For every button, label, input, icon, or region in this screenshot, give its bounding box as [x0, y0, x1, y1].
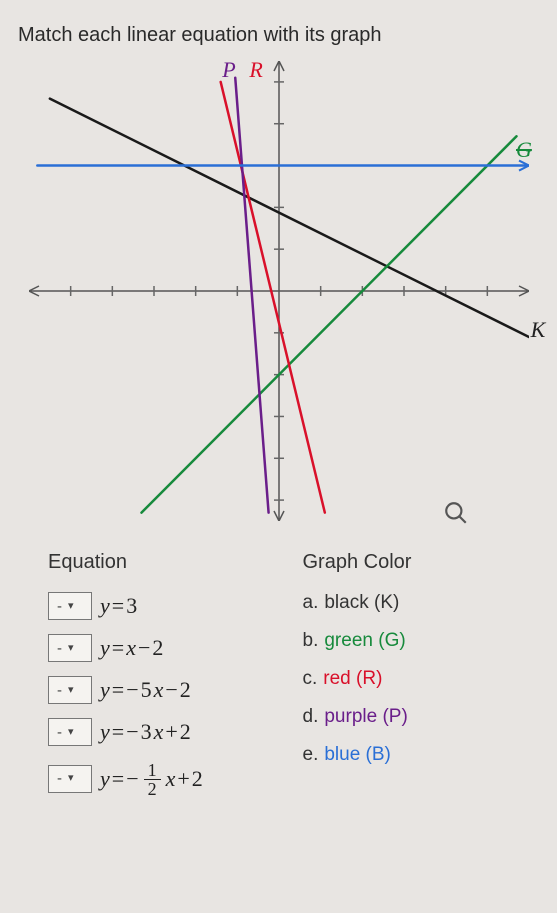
chevron-down-icon: ▾ — [68, 643, 74, 654]
select-value: - — [57, 770, 62, 787]
option-suffix: (K) — [369, 592, 400, 613]
chevron-down-icon: ▾ — [68, 773, 74, 784]
graph-svg — [29, 61, 529, 521]
line-K — [49, 99, 528, 337]
option-suffix: (R) — [351, 668, 383, 689]
chevron-down-icon: ▾ — [68, 727, 74, 738]
option-suffix: (B) — [360, 744, 391, 765]
option-row: b.green (G) — [303, 630, 510, 652]
line-label-G: G — [516, 137, 532, 163]
select-value: - — [57, 724, 62, 741]
answer-select[interactable]: -▾ — [48, 634, 92, 662]
graph-area: KGRP — [29, 61, 529, 521]
matching-columns: Equation -▾y = 3-▾y = x − 2-▾y = −5x − 2… — [18, 551, 539, 811]
equation-column: Equation -▾y = 3-▾y = x − 2-▾y = −5x − 2… — [48, 551, 255, 811]
option-text: red — [323, 668, 350, 689]
equation-text: y = 3 — [100, 593, 137, 619]
equation-row: -▾ y = −5x − 2 — [48, 676, 255, 704]
page-title: Match each linear equation with its grap… — [18, 24, 539, 47]
options-column: Graph Color a.black (K) b.green (G) c.red … — [303, 551, 510, 811]
equation-row: -▾ y = −3x + 2 — [48, 718, 255, 746]
chevron-down-icon: ▾ — [68, 685, 74, 696]
line-label-K: K — [531, 317, 546, 343]
magnifier-icon[interactable] — [443, 500, 469, 531]
option-suffix: (P) — [377, 706, 408, 727]
equation-row: -▾ y = −12x + 2 — [48, 760, 255, 797]
option-row: e.blue (B) — [303, 744, 510, 766]
option-letter: d. — [303, 706, 319, 727]
select-value: - — [57, 640, 62, 657]
answer-select[interactable]: -▾ — [48, 718, 92, 746]
equation-header: Equation — [48, 551, 255, 574]
option-text: blue — [324, 744, 360, 765]
line-P — [235, 78, 268, 513]
equation-text: y = −5x − 2 — [100, 677, 191, 703]
equation-text: y = x − 2 — [100, 635, 163, 661]
option-row: c.red (R) — [303, 668, 510, 690]
equation-row: -▾ y = 3 — [48, 592, 255, 620]
answer-select[interactable]: -▾ — [48, 765, 92, 793]
equation-text: y = −12x + 2 — [100, 760, 203, 797]
select-value: - — [57, 598, 62, 615]
line-label-R: R — [249, 57, 262, 83]
option-text: black — [324, 592, 368, 613]
answer-select[interactable]: -▾ — [48, 676, 92, 704]
answer-select[interactable]: -▾ — [48, 592, 92, 620]
line-R — [220, 82, 324, 513]
options-header: Graph Color — [303, 551, 510, 574]
line-G — [141, 136, 516, 512]
option-letter: c. — [303, 668, 318, 689]
option-row: d.purple (P) — [303, 706, 510, 728]
equation-row: -▾ y = x − 2 — [48, 634, 255, 662]
option-letter: a. — [303, 592, 319, 613]
option-text: green — [324, 630, 373, 651]
line-label-P: P — [222, 57, 235, 83]
option-letter: e. — [303, 744, 319, 765]
option-letter: b. — [303, 630, 319, 651]
option-row: a.black (K) — [303, 592, 510, 614]
option-suffix: (G) — [373, 630, 406, 651]
chevron-down-icon: ▾ — [68, 601, 74, 612]
option-text: purple — [324, 706, 377, 727]
select-value: - — [57, 682, 62, 699]
equation-text: y = −3x + 2 — [100, 719, 191, 745]
